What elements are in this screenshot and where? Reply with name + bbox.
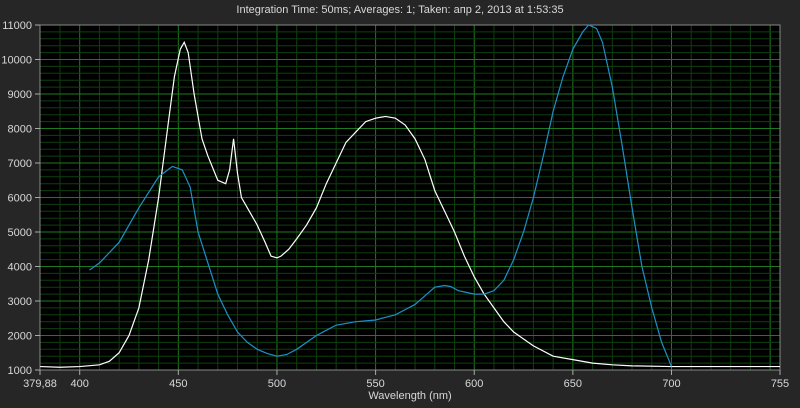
- series-line-1: [40, 40, 780, 368]
- axes: 379,88 400 450 500 550 600 650 700 755 1000 2000 30…: [1, 20, 789, 390]
- y-tick-label: 10000: [1, 55, 32, 67]
- y-tick-label: 8000: [8, 124, 32, 136]
- y-tick-label: 11000: [2, 20, 32, 32]
- series-line-2: [89, 24, 673, 367]
- y-tick-label: 4000: [8, 262, 32, 274]
- x-tick-label: 400: [71, 378, 89, 390]
- y-tick-label: 6000: [8, 193, 32, 205]
- x-tick-label: 550: [366, 378, 384, 390]
- y-tick-label: 2000: [8, 331, 32, 343]
- y-tick-label: 5000: [8, 227, 32, 239]
- x-tick-label: 700: [662, 378, 680, 390]
- grid: [40, 25, 780, 370]
- x-tick-label: 650: [564, 378, 582, 390]
- y-tick-label: 9000: [8, 89, 32, 101]
- x-axis-label: Wavelength (nm): [368, 390, 451, 402]
- y-tick-label: 3000: [8, 296, 32, 308]
- y-tick-label: 7000: [8, 158, 32, 170]
- x-tick-label: 450: [169, 378, 187, 390]
- x-tick-label: 600: [465, 378, 483, 390]
- chart-title: Integration Time: 50ms; Averages: 1; Tak…: [236, 4, 564, 16]
- x-tick-label: 379,88: [23, 378, 57, 390]
- series-lines: [40, 24, 780, 368]
- x-tick-label: 755: [771, 378, 789, 390]
- x-tick-label: 500: [268, 378, 286, 390]
- y-tick-label: 1000: [8, 365, 32, 377]
